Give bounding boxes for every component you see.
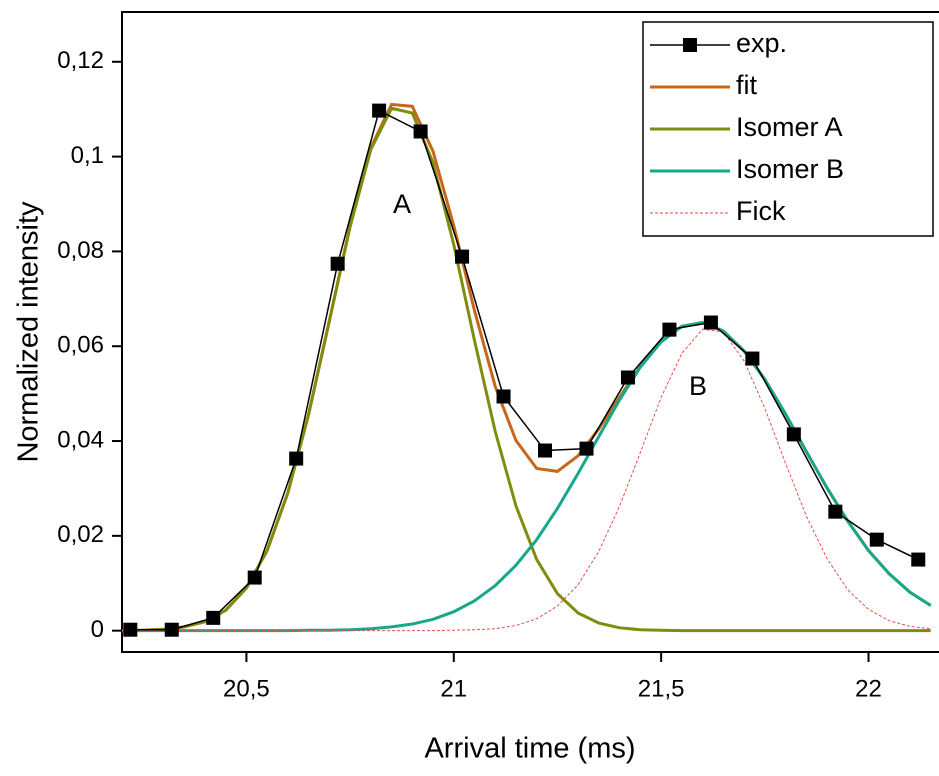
data-point (372, 103, 387, 118)
legend-label: Fick (736, 196, 786, 226)
legend-label: exp. (736, 28, 787, 58)
legend-marker (683, 38, 697, 52)
x-tick-label: 20,5 (223, 675, 270, 702)
legend-label: Isomer A (736, 112, 843, 142)
data-point (496, 389, 511, 404)
data-point (620, 370, 635, 385)
legend-label: Isomer B (736, 154, 844, 184)
data-point (538, 443, 553, 458)
data-point (703, 315, 718, 330)
y-tick-label: 0,02 (57, 521, 104, 548)
x-tick-label: 21,5 (638, 675, 685, 702)
data-point (455, 249, 470, 264)
data-point (123, 622, 138, 637)
data-point (206, 610, 221, 625)
y-tick-label: 0 (91, 616, 104, 643)
data-point (247, 570, 262, 585)
y-axis-title: Normalized intensity (13, 201, 45, 463)
annotation: B (689, 371, 707, 401)
data-point (579, 441, 594, 456)
data-point (164, 622, 179, 637)
data-point (289, 451, 304, 466)
data-point (911, 552, 926, 567)
legend-label: fit (736, 70, 758, 100)
data-point (413, 124, 428, 139)
series-line (122, 320, 932, 633)
data-point (745, 351, 760, 366)
plot-area (122, 102, 932, 637)
series-line (122, 328, 931, 632)
y-tick-label: 0,06 (57, 332, 104, 359)
data-point (662, 322, 677, 337)
series-line (130, 109, 919, 631)
annotation: A (393, 189, 411, 219)
series-line (122, 106, 931, 633)
plot-frame (121, 11, 939, 653)
x-tick-label: 22 (855, 675, 882, 702)
x-tick-label: 21 (440, 675, 467, 702)
y-tick-label: 0,1 (71, 142, 104, 169)
data-point (330, 256, 345, 271)
y-tick-label: 0,08 (57, 237, 104, 264)
data-point (869, 532, 884, 547)
data-point (828, 504, 843, 519)
data-point (786, 427, 801, 442)
y-tick-label: 0,04 (57, 426, 104, 453)
x-axis-title: Arrival time (ms) (424, 733, 635, 765)
y-tick-label: 0,12 (57, 47, 104, 74)
